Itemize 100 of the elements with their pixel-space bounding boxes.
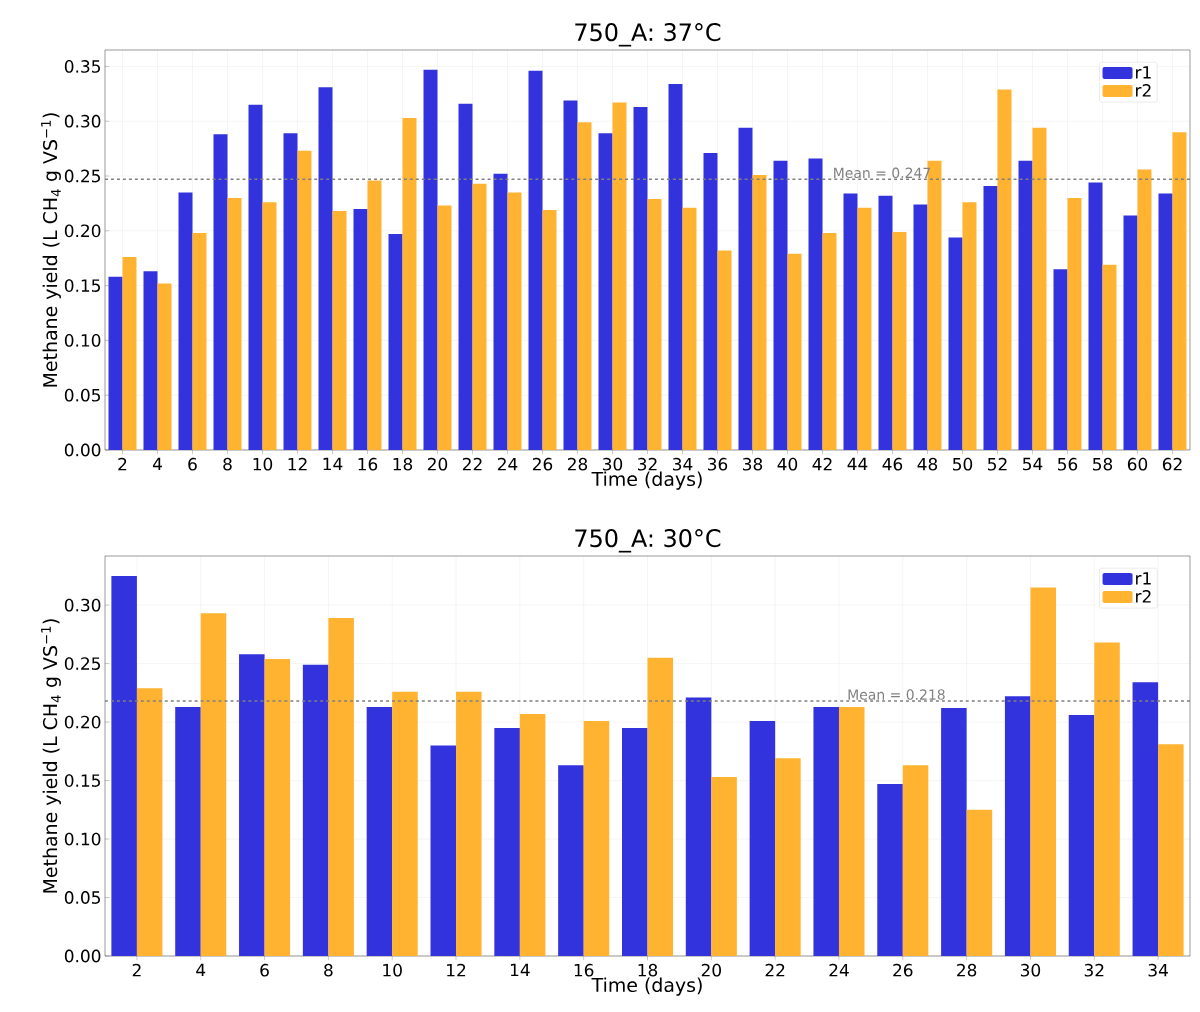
bar <box>902 765 929 956</box>
bar <box>302 664 329 956</box>
bar <box>192 233 207 450</box>
bar <box>143 271 158 450</box>
x-axis-title: Time (days) <box>591 977 702 996</box>
x-tick-label: 12 <box>288 457 307 471</box>
y-tick-label: 0.25 <box>64 169 100 183</box>
bar <box>367 180 382 450</box>
bar <box>577 122 592 450</box>
bar <box>822 233 837 450</box>
y-tick-label: 0.15 <box>64 774 100 787</box>
chart-title: 750_A: 30°C <box>575 529 721 553</box>
bar <box>703 153 718 450</box>
bar <box>773 160 788 450</box>
y-tick-label: 0.20 <box>64 715 101 729</box>
x-tick-label: 2 <box>118 457 127 471</box>
y-axis-title: Methane yield (L CH$_{4}$ g VS$^{−1}$) <box>41 619 61 893</box>
x-tick-label: 24 <box>829 963 849 977</box>
bar <box>213 134 228 450</box>
x-tick-label: 14 <box>323 457 343 471</box>
x-tick-label: 10 <box>253 457 273 471</box>
bar <box>1102 264 1117 450</box>
bar <box>437 205 452 450</box>
bar <box>1067 197 1082 450</box>
bar <box>402 117 417 450</box>
bar <box>1088 182 1103 450</box>
x-tick-label: 14 <box>510 963 530 977</box>
bar <box>1137 169 1152 450</box>
legend-label: r2 <box>1136 590 1151 603</box>
y-tick-label: 0.10 <box>64 333 101 347</box>
bar <box>962 202 977 450</box>
bar <box>983 185 998 450</box>
bar <box>966 809 993 956</box>
x-tick-label: 28 <box>957 963 977 977</box>
bar <box>682 207 697 450</box>
x-tick-label: 44 <box>847 457 868 471</box>
x-tick-label: 40 <box>777 457 798 471</box>
bar <box>297 150 312 450</box>
y-tick-label: 0.35 <box>64 60 100 73</box>
bar <box>775 758 801 956</box>
x-tick-label: 4 <box>152 457 162 471</box>
x-axis-title: Time (days) <box>591 471 702 490</box>
x-tick-label: 8 <box>223 457 232 471</box>
y-axis-title: Methane yield (L CH$_{4}$ g VS$^{−1}$) <box>41 113 61 387</box>
y-tick-label: 0.30 <box>64 598 101 612</box>
bar <box>248 104 263 450</box>
bar <box>458 103 473 450</box>
legend-label: r1 <box>1136 66 1151 79</box>
bar <box>997 89 1012 450</box>
bar <box>318 87 333 450</box>
bar <box>157 283 172 450</box>
x-tick-label: 52 <box>988 457 1007 471</box>
x-tick-label: 28 <box>567 457 588 471</box>
bar <box>1123 215 1138 450</box>
x-tick-label: 30 <box>603 457 623 471</box>
bar <box>328 617 354 956</box>
bar <box>519 713 546 956</box>
bar <box>542 209 557 450</box>
bar <box>877 784 903 956</box>
bar <box>264 658 291 956</box>
bar <box>948 237 963 450</box>
x-tick-label: 10 <box>383 963 402 977</box>
bar <box>227 197 242 450</box>
bar <box>633 106 648 450</box>
x-tick-label: 48 <box>917 457 938 471</box>
bar <box>738 127 753 450</box>
y-tick-label: 0.05 <box>64 388 100 402</box>
bar <box>1053 269 1068 450</box>
x-tick-label: 26 <box>532 457 553 471</box>
x-tick-label: 50 <box>953 457 973 471</box>
bar <box>838 706 865 956</box>
bar <box>563 100 578 450</box>
bar <box>668 83 683 450</box>
bar <box>1094 642 1120 956</box>
bar <box>647 657 674 956</box>
bar <box>752 174 767 450</box>
bar <box>612 102 627 450</box>
bar <box>621 727 648 956</box>
bar <box>685 697 712 956</box>
x-tick-label: 60 <box>1127 457 1148 471</box>
x-tick-label: 16 <box>574 963 594 977</box>
bar <box>507 192 522 450</box>
y-tick-label: 0.05 <box>64 891 100 904</box>
bar <box>857 207 872 450</box>
legend-label: r2 <box>1136 83 1151 97</box>
x-tick-label: 6 <box>188 457 197 471</box>
x-tick-label: 34 <box>673 457 693 471</box>
y-tick-label: 0.00 <box>64 443 101 457</box>
x-tick-label: 26 <box>893 963 913 977</box>
x-tick-label: 12 <box>447 963 466 977</box>
bar <box>913 204 928 450</box>
x-tick-label: 4 <box>196 963 206 977</box>
x-tick-label: 22 <box>462 457 482 471</box>
x-tick-label: 32 <box>1084 963 1104 977</box>
x-tick-label: 34 <box>1148 963 1168 977</box>
x-tick-label: 18 <box>638 963 658 977</box>
bar <box>647 199 662 450</box>
bar <box>456 691 482 956</box>
legend-label: r1 <box>1136 572 1151 585</box>
bar <box>558 765 584 956</box>
